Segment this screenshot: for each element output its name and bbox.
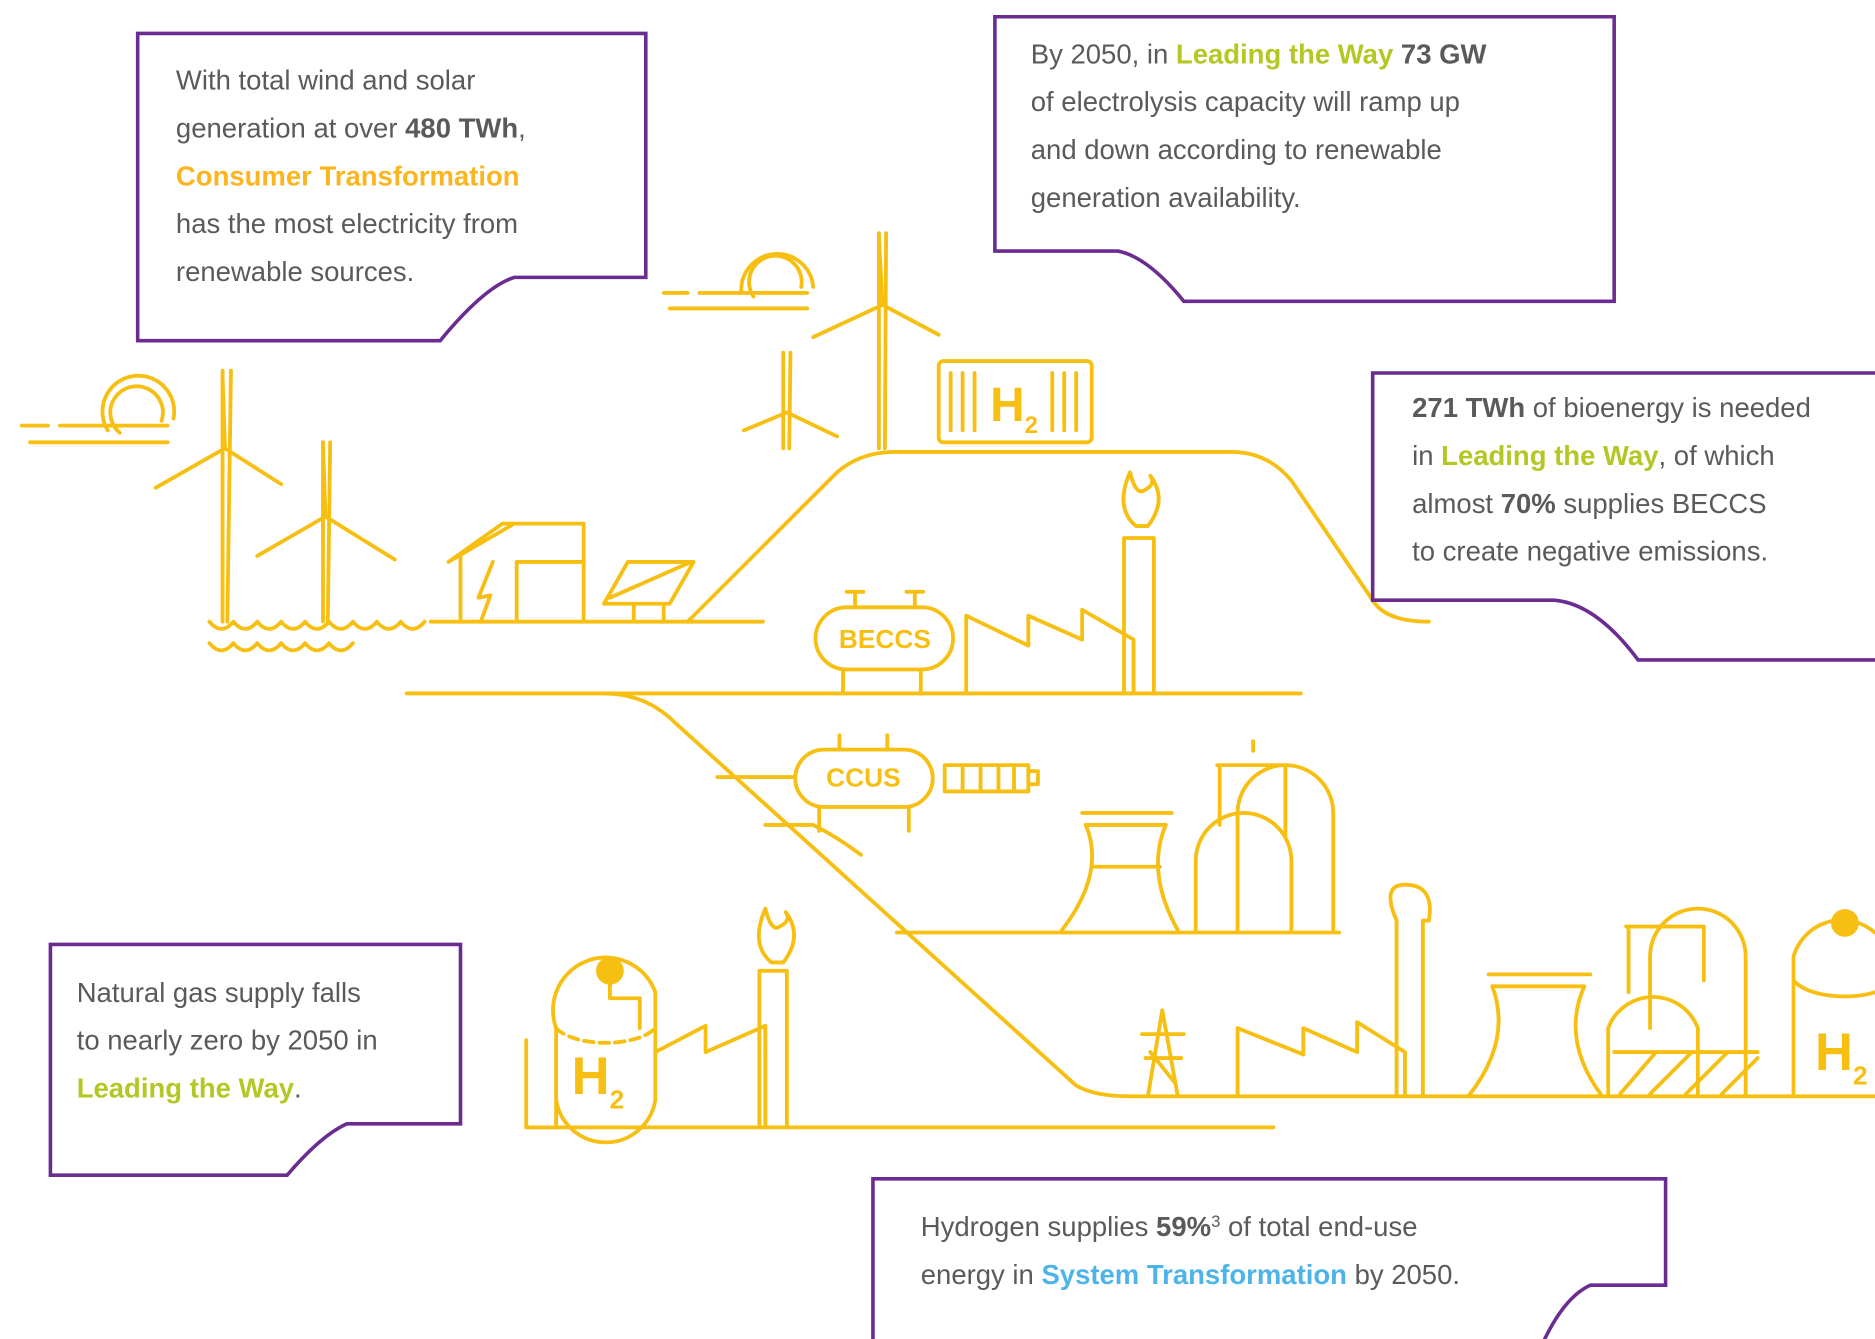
emphasis: 480 TWh bbox=[405, 112, 518, 143]
callout-line: Hydrogen supplies 59%3 of total end-use bbox=[921, 1211, 1418, 1242]
text: , bbox=[518, 112, 526, 143]
emphasis: Consumer Transformation bbox=[176, 160, 520, 191]
text: and down according to renewable bbox=[1031, 134, 1442, 165]
infographic: BECCS CCUS H2 H2 H2 With total wind and … bbox=[0, 0, 1875, 1339]
emphasis: Leading the Way bbox=[77, 1073, 295, 1104]
h2-symbol: H bbox=[990, 379, 1025, 432]
text: of electrolysis capacity will ramp up bbox=[1031, 86, 1460, 117]
emphasis: 59% bbox=[1156, 1211, 1211, 1242]
callout-line: to create negative emissions. bbox=[1412, 536, 1768, 567]
callout-line: of electrolysis capacity will ramp up bbox=[1031, 86, 1460, 117]
emphasis: 73 GW bbox=[1401, 38, 1487, 69]
emphasis: 271 TWh bbox=[1412, 392, 1525, 423]
h2-symbol: H bbox=[572, 1047, 610, 1106]
callouts: With total wind and solar generation at o… bbox=[50, 17, 1875, 1339]
callout: By 2050, in Leading the Way 73 GW of elec… bbox=[995, 17, 1614, 302]
text: of total end-use bbox=[1220, 1211, 1417, 1242]
text: With total wind and solar bbox=[176, 65, 475, 96]
text: almost bbox=[1412, 488, 1501, 519]
h2-symbol: H bbox=[1815, 1023, 1853, 1082]
text: by 2050. bbox=[1347, 1259, 1460, 1290]
text: supplies BECCS bbox=[1556, 488, 1767, 519]
emphasis: Leading the Way bbox=[1176, 38, 1394, 69]
callout-line: and down according to renewable bbox=[1031, 134, 1442, 165]
h2-label: H2 bbox=[990, 379, 1038, 439]
page: BECCS CCUS H2 H2 H2 With total wind and … bbox=[0, 0, 1875, 1339]
callout: 271 TWh of bioenergy is needed in Leading… bbox=[1373, 373, 1875, 660]
callout-line: 271 TWh of bioenergy is needed bbox=[1412, 392, 1811, 423]
text: . bbox=[294, 1073, 302, 1104]
text: , of which bbox=[1659, 440, 1775, 471]
text: Hydrogen supplies bbox=[921, 1211, 1156, 1242]
callout-line: energy in System Transformation by 2050. bbox=[921, 1259, 1460, 1290]
emphasis: Leading the Way bbox=[1441, 440, 1659, 471]
callout-line: to nearly zero by 2050 in bbox=[77, 1025, 378, 1056]
callout-line: renewable sources. bbox=[176, 256, 414, 287]
callout-line: Natural gas supply falls bbox=[77, 977, 361, 1008]
emphasis: System Transformation bbox=[1041, 1259, 1346, 1290]
emphasis: 3 bbox=[1211, 1212, 1220, 1231]
h2-label: H2 bbox=[1815, 1023, 1868, 1090]
h2-subscript: 2 bbox=[1025, 412, 1038, 439]
text: to create negative emissions. bbox=[1412, 536, 1768, 567]
callout: With total wind and solar generation at o… bbox=[138, 33, 646, 340]
callout-line: generation availability. bbox=[1031, 182, 1301, 213]
text: By 2050, in bbox=[1031, 38, 1176, 69]
emphasis: 70% bbox=[1501, 488, 1556, 519]
callout-line: almost 70% supplies BECCS bbox=[1412, 488, 1766, 519]
callout-line: With total wind and solar bbox=[176, 65, 475, 96]
text: generation at over bbox=[176, 112, 405, 143]
h2-subscript: 2 bbox=[1853, 1060, 1868, 1090]
text: energy in bbox=[921, 1259, 1042, 1290]
callout: Natural gas supply falls to nearly zero b… bbox=[50, 944, 460, 1175]
text bbox=[1393, 38, 1401, 69]
text: generation availability. bbox=[1031, 182, 1301, 213]
ccus-label: CCUS bbox=[826, 763, 901, 793]
text: to nearly zero by 2050 in bbox=[77, 1025, 378, 1056]
callout-line: Consumer Transformation bbox=[176, 160, 520, 191]
callout: Hydrogen supplies 59%3 of total end-use e… bbox=[873, 1179, 1666, 1339]
text: of bioenergy is needed bbox=[1525, 392, 1811, 423]
h2-label: H2 bbox=[572, 1047, 625, 1114]
callout-line: By 2050, in Leading the Way 73 GW bbox=[1031, 38, 1487, 69]
callout-line: generation at over 480 TWh, bbox=[176, 112, 526, 143]
text: renewable sources. bbox=[176, 256, 414, 287]
text: Natural gas supply falls bbox=[77, 977, 361, 1008]
text: has the most electricity from bbox=[176, 208, 518, 239]
h2-subscript: 2 bbox=[610, 1084, 625, 1114]
text: in bbox=[1412, 440, 1441, 471]
callout-line: Leading the Way. bbox=[77, 1073, 302, 1104]
callout-line: in Leading the Way, of which bbox=[1412, 440, 1775, 471]
beccs-label: BECCS bbox=[839, 624, 931, 654]
callout-line: has the most electricity from bbox=[176, 208, 518, 239]
